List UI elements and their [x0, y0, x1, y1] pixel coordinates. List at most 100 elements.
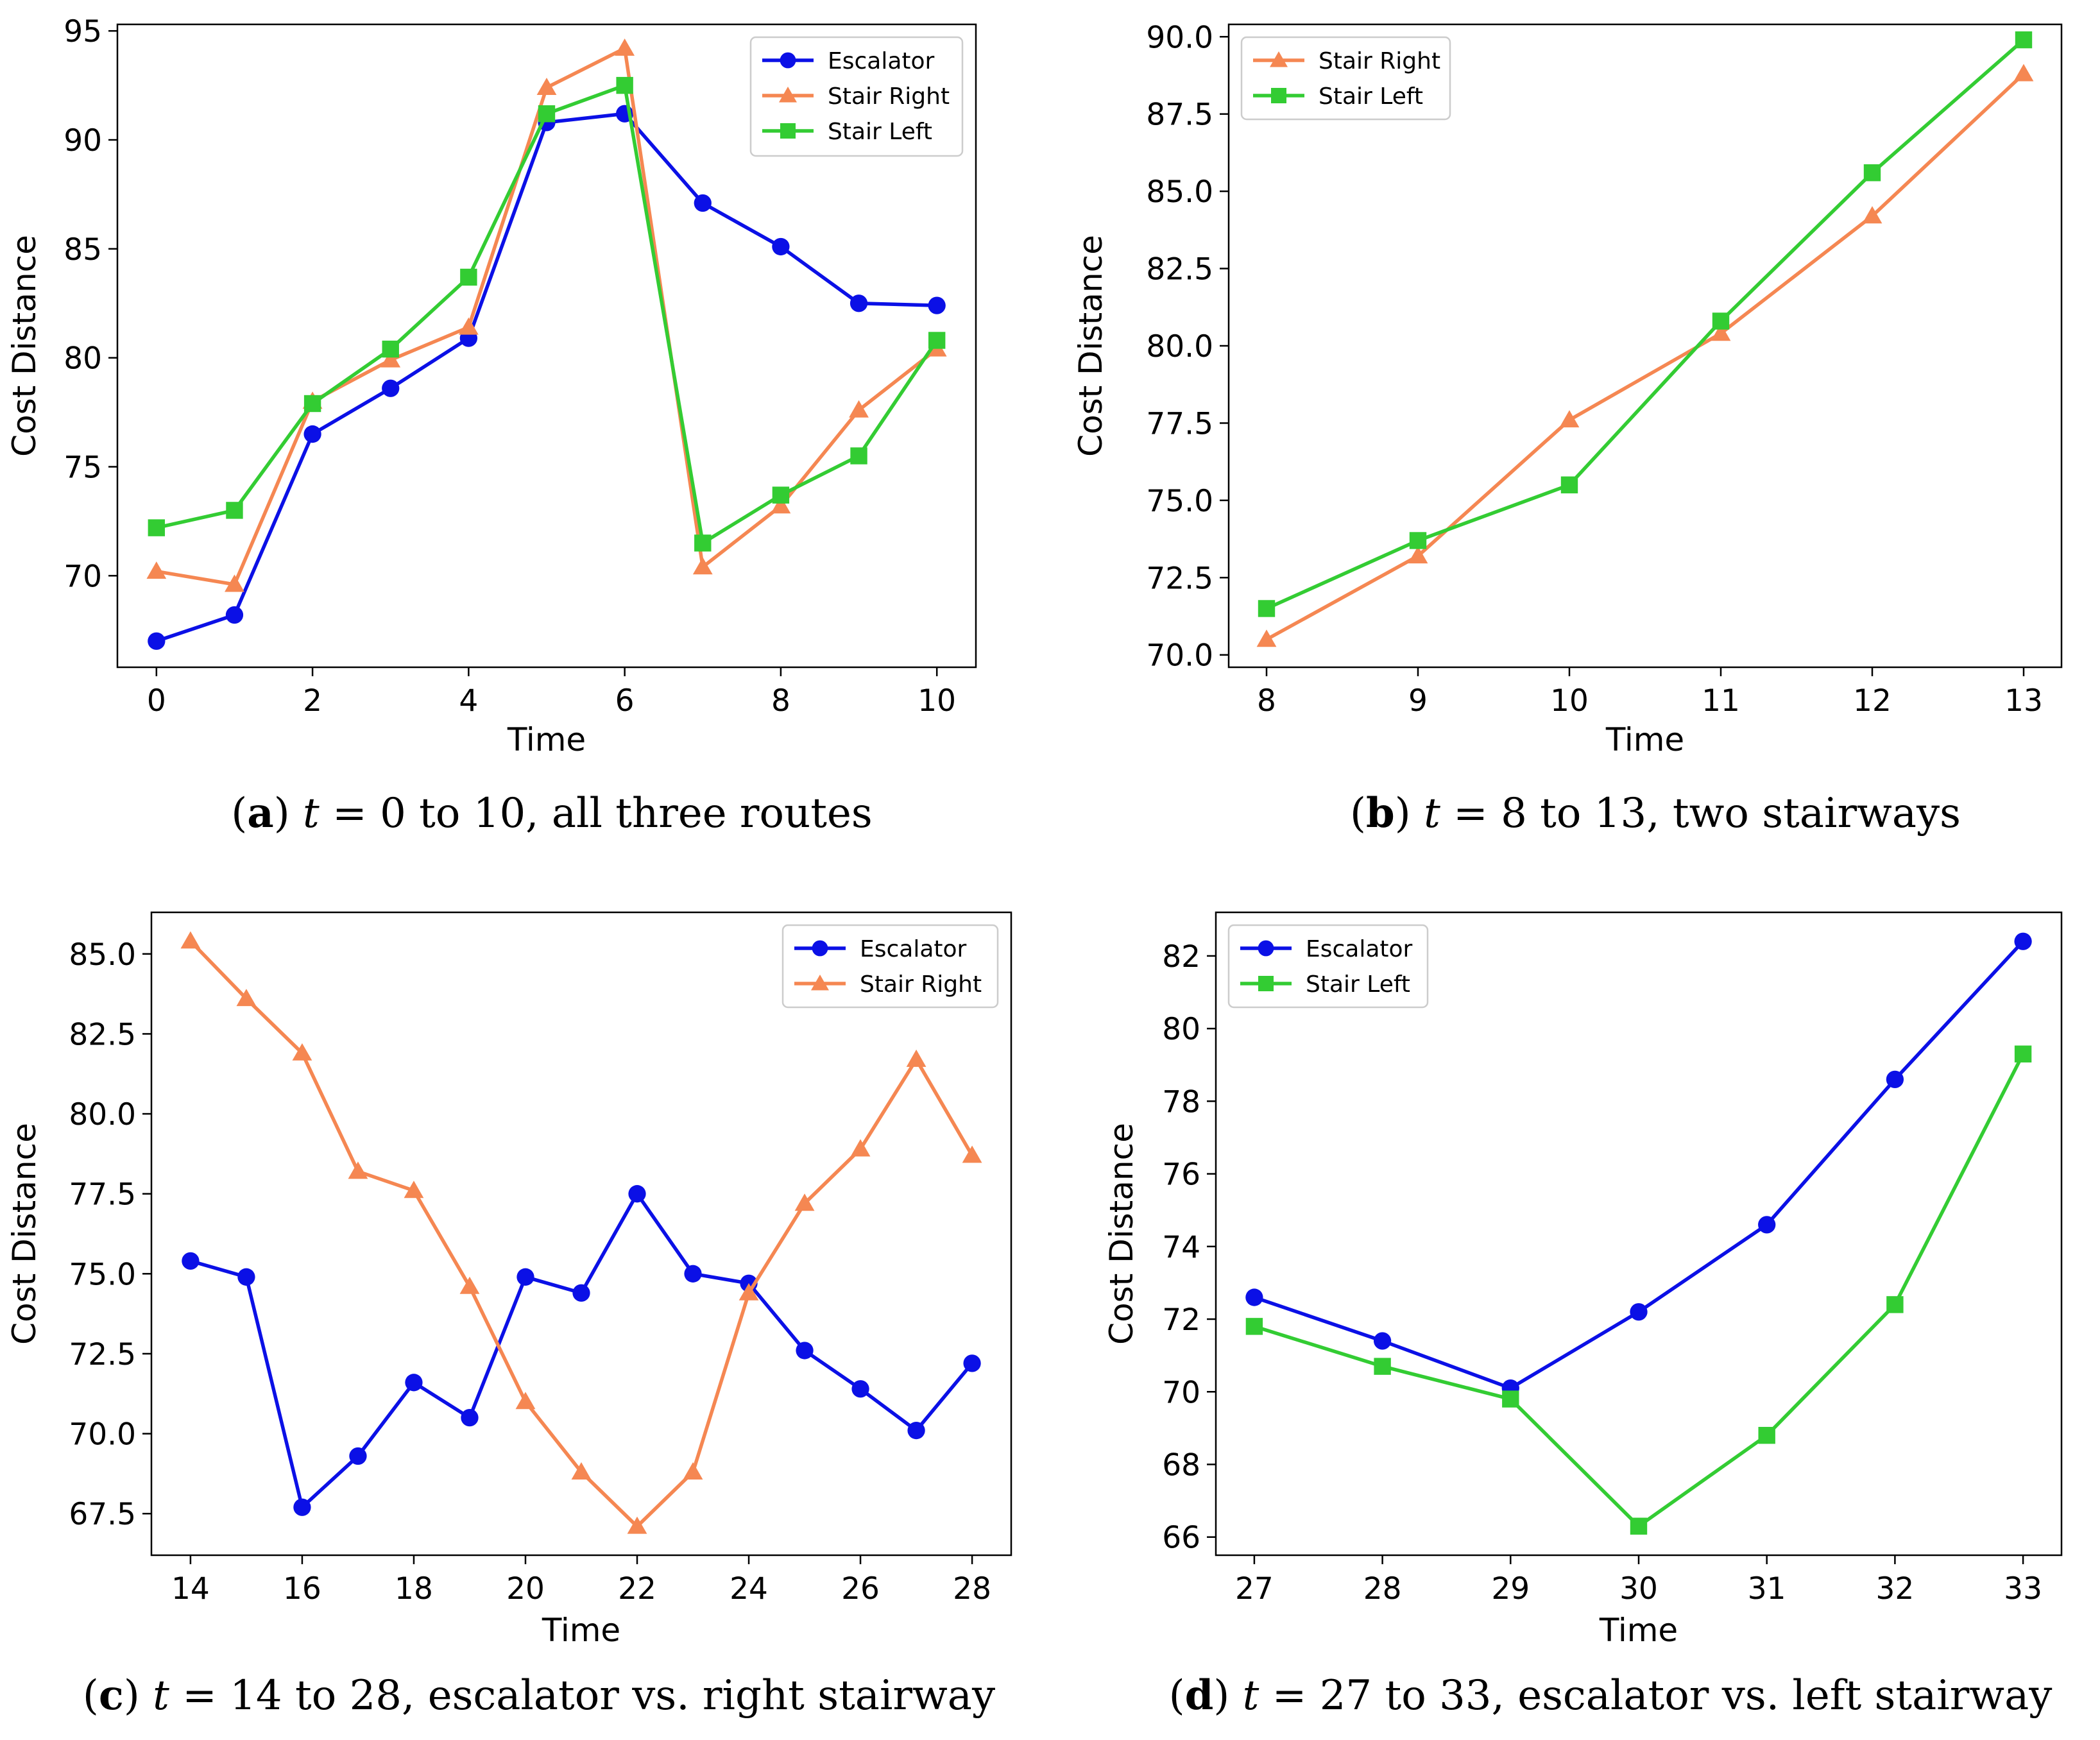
data-point-escalator — [1245, 1288, 1263, 1306]
y-tick-label: 75.0 — [1146, 484, 1213, 519]
y-tick-label: 72.5 — [69, 1337, 136, 1372]
data-point-escalator — [796, 1342, 814, 1360]
y-tick-label: 70 — [64, 559, 102, 594]
y-axis-title: Cost Distance — [6, 235, 43, 457]
data-point-stair-right — [292, 1043, 312, 1061]
legend-label-stair-left: Stair Left — [828, 119, 932, 145]
x-tick-label: 27 — [1235, 1571, 1274, 1607]
x-tick-label: 30 — [1619, 1571, 1658, 1607]
data-point-stair-left — [460, 268, 477, 286]
legend-label-stair-left: Stair Left — [1306, 971, 1410, 998]
y-axis-title: Cost Distance — [6, 1123, 43, 1345]
y-tick-label: 80 — [1162, 1012, 1200, 1047]
data-point-escalator — [628, 1185, 646, 1203]
x-tick-label: 14 — [171, 1571, 210, 1607]
y-tick-label: 75 — [64, 450, 102, 486]
data-point-stair-right — [615, 38, 635, 56]
caption-variable: t — [1242, 1672, 1259, 1719]
x-tick-label: 28 — [1363, 1571, 1402, 1607]
y-tick-label: 68 — [1162, 1447, 1200, 1483]
data-point-stair-left — [303, 395, 321, 413]
y-tick-label: 77.5 — [1146, 406, 1213, 441]
data-point-escalator — [303, 425, 321, 443]
legend-marker-stair-right — [1270, 51, 1288, 67]
y-tick-label: 90 — [64, 123, 102, 158]
y-tick-label: 72.5 — [1146, 561, 1213, 596]
data-point-stair-left — [226, 502, 243, 519]
data-point-stair-right — [458, 317, 479, 335]
data-point-stair-left — [616, 76, 633, 94]
y-tick-label: 70.0 — [69, 1417, 136, 1453]
data-point-stair-left — [1630, 1517, 1648, 1535]
data-point-escalator — [572, 1284, 590, 1302]
legend-box — [1227, 924, 1429, 1009]
y-tick-label: 90.0 — [1146, 20, 1213, 55]
x-tick-label: 2 — [303, 683, 322, 719]
data-point-stair-right — [692, 557, 713, 575]
caption-text: = 8 to 13, two stairways — [1440, 790, 1961, 837]
series-line-stair-right — [1265, 72, 2025, 642]
plot-frame — [1215, 911, 2063, 1557]
data-point-escalator — [1630, 1303, 1648, 1321]
y-tick-label: 80.0 — [69, 1097, 136, 1132]
data-point-stair-right — [146, 561, 167, 579]
data-point-stair-left — [1258, 600, 1276, 617]
legend-label-stair-right: Stair Right — [860, 971, 982, 998]
x-tick-label: 6 — [615, 683, 635, 719]
x-tick-label: 13 — [2004, 683, 2043, 719]
caption-label: c — [98, 1671, 124, 1719]
data-point-escalator — [461, 1409, 479, 1427]
y-tick-label: 87.5 — [1146, 98, 1213, 133]
y-axis-title: Cost Distance — [1072, 235, 1109, 457]
plot-frame — [116, 23, 977, 669]
data-point-escalator — [405, 1374, 423, 1392]
chart-b: 8 9 10 11 12 13 70.0 72.5 75.0 77.5 80.0 82.5 85.0 87… — [1072, 20, 2063, 758]
x-tick-label: 4 — [459, 683, 478, 719]
data-point-stair-right — [571, 1462, 592, 1480]
legend-marker-stair-left — [1271, 88, 1286, 103]
data-point-escalator — [963, 1354, 981, 1372]
caption-b: (b) t = 8 to 13, two stairways — [1350, 789, 1961, 837]
x-tick-label: 9 — [1408, 683, 1428, 719]
chart-c: 14 16 18 20 22 24 26 28 67.5 70.0 72.5 75.0 77.5 80.0… — [6, 911, 1012, 1649]
data-point-stair-left — [1409, 532, 1427, 549]
x-tick-label: 10 — [918, 683, 956, 719]
plot-frame — [150, 911, 1012, 1557]
y-axis-title: Cost Distance — [1103, 1123, 1140, 1345]
data-point-stair-right — [236, 989, 257, 1007]
data-point-stair-left — [694, 534, 712, 552]
legend-marker-stair-left — [1258, 976, 1274, 991]
y-tick-label: 66 — [1162, 1521, 1200, 1556]
data-point-escalator — [1758, 1216, 1776, 1234]
x-tick-label: 11 — [1702, 683, 1740, 719]
y-tick-label: 85 — [64, 232, 102, 268]
y-tick-label: 70.0 — [1146, 638, 1213, 674]
y-tick-label: 76 — [1162, 1157, 1200, 1193]
x-tick-label: 16 — [283, 1571, 321, 1607]
data-point-stair-right — [1256, 629, 1277, 647]
legend-label-stair-left: Stair Left — [1319, 83, 1423, 110]
data-point-stair-right — [683, 1462, 703, 1480]
legend-label-stair-right: Stair Right — [1319, 48, 1440, 74]
y-tick-label: 82 — [1162, 939, 1200, 975]
legend-marker-escalator — [780, 52, 796, 69]
data-point-stair-right — [1408, 546, 1428, 564]
data-point-stair-left — [148, 519, 166, 536]
data-point-escalator — [1886, 1070, 1904, 1089]
caption-text: = 27 to 33, escalator vs. left stairway — [1259, 1672, 2053, 1719]
data-point-escalator — [2014, 932, 2032, 950]
caption-label: d — [1184, 1671, 1214, 1719]
x-tick-label: 10 — [1550, 683, 1589, 719]
data-point-stair-right — [348, 1161, 368, 1179]
caption-text: = 14 to 28, escalator vs. right stairway — [169, 1672, 996, 1719]
y-tick-label: 74 — [1162, 1230, 1200, 1265]
legend-marker-stair-right — [779, 87, 797, 103]
x-tick-label: 22 — [618, 1571, 656, 1607]
x-tick-label: 31 — [1748, 1571, 1786, 1607]
data-point-escalator — [516, 1268, 534, 1286]
data-point-stair-right — [2013, 64, 2034, 81]
data-point-stair-right — [1559, 410, 1580, 428]
series-line-escalator — [1254, 940, 2025, 1390]
data-point-escalator — [684, 1265, 702, 1283]
